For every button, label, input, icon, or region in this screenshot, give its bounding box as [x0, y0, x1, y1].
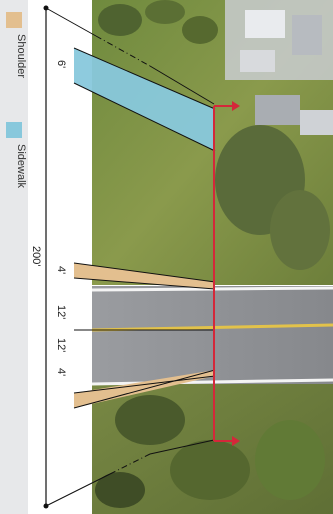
sidewalk-swatch [6, 122, 22, 138]
road-surface [92, 286, 333, 384]
legend-panel: Shoulder Sidewalk [0, 0, 28, 514]
dimension-shoulder-top-label: 4' [55, 266, 67, 275]
legend-label-shoulder: Shoulder [15, 34, 27, 79]
boundary-arrow-top [232, 101, 240, 111]
edge-line-bottom [91, 378, 333, 386]
leader-lines [73, 47, 216, 409]
dimension-lane-top-label: 12' [55, 305, 67, 320]
dimension-total-label: 200' [30, 246, 42, 267]
boundary-arrow-bottom [232, 436, 240, 446]
sidewalk-band [74, 48, 215, 151]
dimension-dot-top [43, 5, 49, 11]
extent-lines [45, 7, 215, 507]
houses-area [225, 0, 333, 135]
dimension-lane-bottom-label: 12' [55, 338, 67, 353]
tree-clusters [95, 0, 330, 508]
dimension-sidewalk-label: 6' [55, 60, 67, 69]
dimension-shoulder-bottom-label: 4' [55, 368, 67, 377]
right-of-way-boundary [213, 105, 232, 442]
center-line [91, 323, 333, 332]
shoulder-swatch [6, 12, 22, 28]
shoulder-band-top [74, 263, 215, 289]
legend-label-sidewalk: Sidewalk [15, 144, 27, 189]
dimension-dot-bottom [43, 503, 49, 509]
